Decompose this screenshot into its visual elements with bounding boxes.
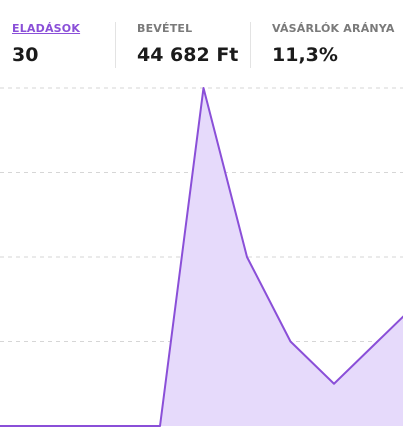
stat-label: BEVÉTEL bbox=[137, 22, 193, 35]
stat-value: 44 682 Ft bbox=[137, 44, 239, 66]
stat-tab[interactable]: ELADÁSOK 30 bbox=[12, 0, 80, 66]
stat-value: 11,3% bbox=[272, 44, 338, 66]
separator bbox=[250, 22, 251, 68]
separator bbox=[115, 22, 116, 68]
stat-tab[interactable]: VÁSÁRLÓK ARÁNYA 11,3% bbox=[272, 0, 395, 66]
stat-tab[interactable]: BEVÉTEL 44 682 Ft bbox=[137, 0, 238, 66]
stats-bar: ELADÁSOK 30 BEVÉTEL 44 682 Ft VÁSÁRLÓK A… bbox=[0, 0, 403, 80]
stat-label: VÁSÁRLÓK ARÁNYA bbox=[272, 22, 395, 35]
area-line bbox=[0, 87, 403, 427]
area-fill bbox=[0, 88, 403, 426]
stat-value: 30 bbox=[12, 44, 39, 66]
stat-label: ELADÁSOK bbox=[12, 22, 81, 35]
